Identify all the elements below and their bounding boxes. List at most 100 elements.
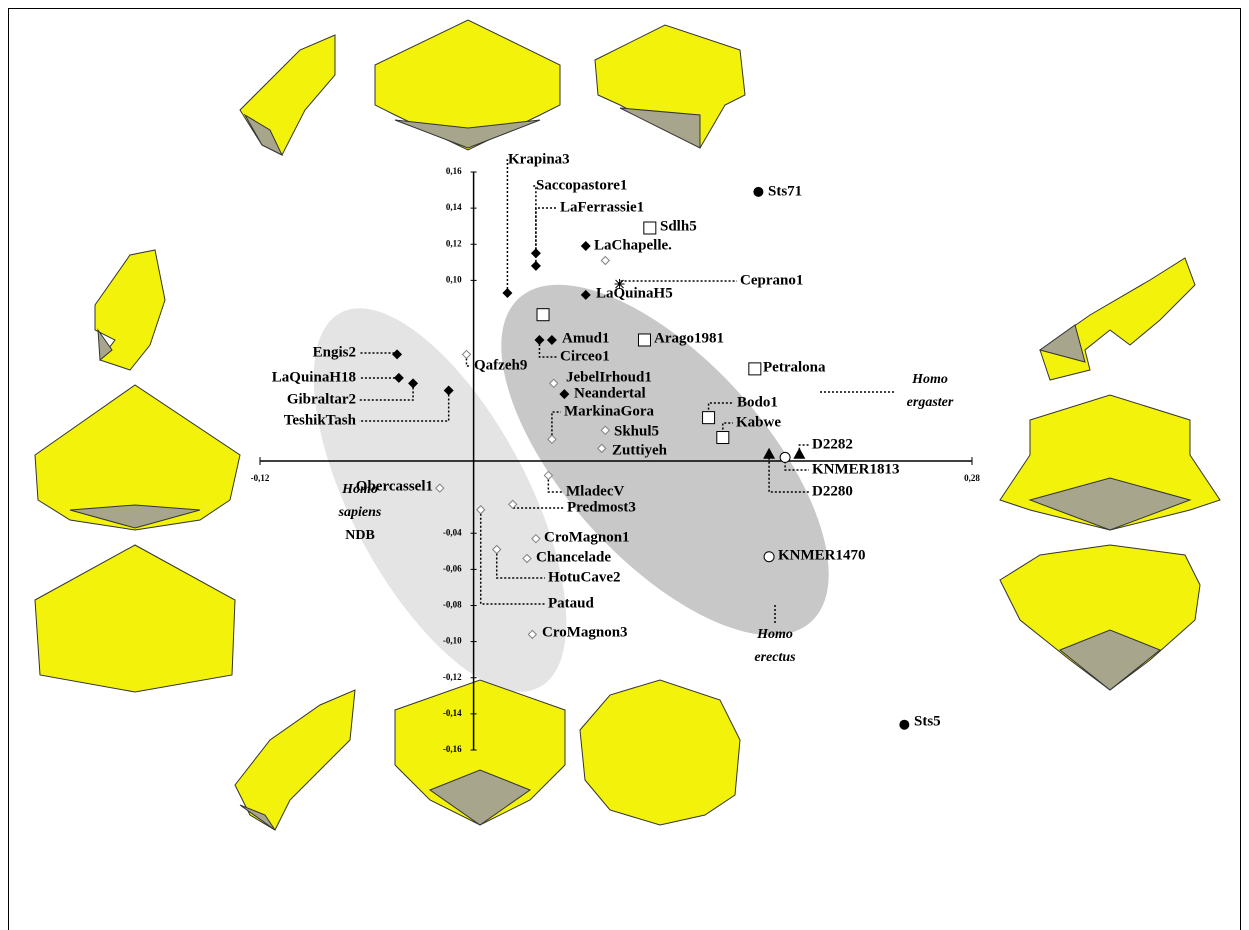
point bbox=[600, 425, 611, 436]
point-label: HotuCave2 bbox=[548, 569, 621, 585]
point bbox=[530, 260, 541, 271]
y-tick-label: -0,08 bbox=[443, 600, 462, 610]
point bbox=[597, 443, 607, 454]
leader-line bbox=[768, 453, 809, 493]
point-label: Sts71 bbox=[768, 183, 802, 199]
point-label: LaChapelle. bbox=[594, 237, 672, 253]
point bbox=[546, 334, 557, 345]
point bbox=[543, 470, 554, 481]
point-label: Chancelade bbox=[536, 549, 611, 565]
point-label: Predmost3 bbox=[567, 499, 636, 515]
point-label: D2282 bbox=[812, 436, 853, 452]
point bbox=[392, 349, 403, 360]
y-tick-label: 0,12 bbox=[446, 238, 462, 248]
point bbox=[522, 553, 532, 564]
point bbox=[753, 186, 764, 197]
y-tick-label: -0,06 bbox=[443, 563, 462, 573]
leader-line bbox=[551, 411, 561, 440]
leader-line bbox=[479, 509, 545, 605]
point bbox=[548, 378, 559, 389]
region-erectus bbox=[501, 284, 829, 636]
point bbox=[461, 349, 472, 360]
point-label: Ceprano1 bbox=[740, 272, 803, 288]
point-label: LaQuinaH18 bbox=[272, 369, 356, 385]
point-label: Engis2 bbox=[313, 344, 356, 360]
point bbox=[779, 451, 791, 463]
point-label: Sdlh5 bbox=[660, 218, 697, 234]
point-label: Sts5 bbox=[914, 713, 941, 729]
point-label: KNMER1470 bbox=[778, 547, 866, 563]
point-label: Gibraltar2 bbox=[287, 391, 356, 407]
point bbox=[559, 389, 570, 400]
leader-line bbox=[535, 207, 557, 266]
point-label: JebelIrhoud1 bbox=[566, 369, 652, 385]
point bbox=[492, 544, 502, 555]
point bbox=[580, 289, 591, 300]
point-label: Skhul5 bbox=[614, 423, 659, 439]
point-label: D2280 bbox=[812, 483, 853, 499]
point bbox=[527, 629, 538, 640]
y-tick-label: -0,04 bbox=[443, 527, 462, 537]
annotation: erectus bbox=[754, 650, 796, 665]
point-label: Obercassel1 bbox=[356, 478, 433, 494]
point-label: Zuttiyeh bbox=[612, 442, 668, 458]
point bbox=[580, 241, 591, 252]
leader-line bbox=[505, 159, 509, 294]
point bbox=[536, 308, 550, 322]
point-label: Bodo1 bbox=[737, 394, 778, 410]
y-tick-label: -0,16 bbox=[443, 744, 462, 754]
point-label: TeshikTash bbox=[284, 412, 357, 428]
point bbox=[614, 278, 625, 289]
point bbox=[408, 378, 419, 389]
y-tick-label: -0,14 bbox=[443, 708, 462, 718]
point bbox=[763, 551, 775, 563]
leader-line bbox=[495, 549, 545, 579]
point-label: Amud1 bbox=[562, 330, 610, 346]
leader-line bbox=[359, 383, 414, 401]
point bbox=[716, 431, 730, 445]
annotation: NDB bbox=[345, 528, 375, 543]
point bbox=[476, 505, 486, 515]
point-label: CroMagnon3 bbox=[542, 624, 628, 640]
point-label: CroMagnon1 bbox=[544, 529, 630, 545]
leader-line bbox=[547, 475, 563, 493]
annotation: ergaster bbox=[907, 395, 954, 410]
point-label: LaFerrassie1 bbox=[560, 199, 644, 215]
y-tick-label: -0,12 bbox=[443, 672, 462, 682]
frame bbox=[8, 8, 1241, 930]
point-label: Saccopastore1 bbox=[536, 177, 627, 193]
point-label: Neandertal bbox=[574, 385, 646, 401]
point bbox=[600, 255, 611, 266]
annotation: Homo bbox=[911, 372, 948, 387]
point bbox=[502, 288, 513, 299]
point bbox=[748, 362, 762, 376]
point bbox=[435, 483, 445, 493]
point bbox=[702, 411, 716, 425]
point-label: Kabwe bbox=[736, 414, 781, 430]
point bbox=[508, 499, 518, 510]
leader-line bbox=[798, 444, 809, 454]
point bbox=[899, 719, 910, 730]
point bbox=[793, 447, 806, 459]
leader-line bbox=[618, 280, 737, 284]
point-label: MarkinaGora bbox=[564, 403, 654, 419]
y-tick-label: 0,16 bbox=[446, 166, 462, 176]
point-label: Circeo1 bbox=[560, 348, 610, 364]
point-label: Pataud bbox=[548, 595, 595, 611]
y-tick-label: -0,10 bbox=[443, 636, 462, 646]
y-tick-label: 0,10 bbox=[446, 274, 462, 284]
annotation: sapiens bbox=[338, 505, 382, 520]
point bbox=[643, 221, 657, 235]
y-tick-label: 0,14 bbox=[446, 202, 462, 212]
leader-line bbox=[538, 339, 557, 358]
point bbox=[547, 434, 557, 445]
region-sapiens bbox=[313, 308, 567, 692]
point bbox=[763, 447, 776, 459]
point-label: Krapina3 bbox=[508, 151, 570, 167]
annotation: Homo bbox=[756, 627, 793, 642]
point bbox=[393, 372, 404, 383]
point bbox=[637, 333, 651, 347]
point-label: LaQuinaH5 bbox=[596, 285, 673, 301]
annotation: Homo bbox=[341, 482, 378, 497]
